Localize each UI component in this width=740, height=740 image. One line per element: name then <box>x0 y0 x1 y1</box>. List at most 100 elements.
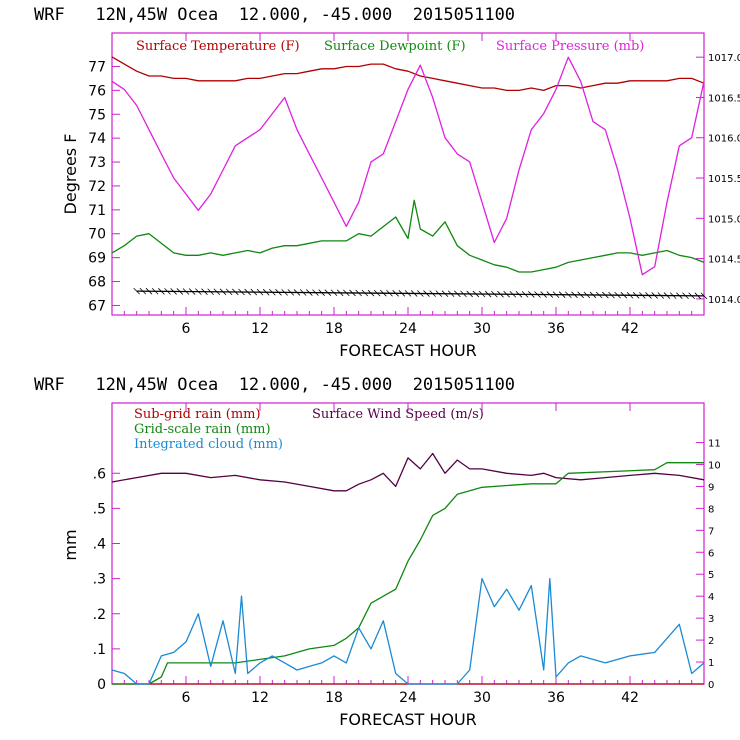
y2-tick-label: 1014.0 <box>708 295 740 306</box>
hatch-mark <box>373 289 381 297</box>
hatch-mark <box>694 292 702 300</box>
hatch-mark <box>435 290 443 297</box>
x-tick-label: 12 <box>251 690 269 706</box>
x-tick-label: 12 <box>251 321 269 337</box>
panel-2-series <box>111 452 705 685</box>
hatch-mark <box>201 288 208 295</box>
panel-1-title: WRF 12N,45W Ocea 12.000, -45.000 2015051… <box>34 5 515 25</box>
hatch-mark <box>275 289 282 296</box>
hatch-mark <box>478 290 486 298</box>
y2-tick-label: 9 <box>708 482 714 493</box>
hatch-mark <box>349 289 356 297</box>
hatch-mark <box>534 291 541 298</box>
y-tick-label: .6 <box>93 466 106 482</box>
hatch-mark <box>614 291 621 299</box>
hatch-mark <box>472 290 480 298</box>
hatch-mark <box>620 291 628 299</box>
y-tick-label: 77 <box>88 59 106 75</box>
y2-tick-label: 1015.5 <box>708 174 740 185</box>
hatch-mark <box>213 288 221 296</box>
y-tick-label: 76 <box>88 83 106 99</box>
y-tick-label: .2 <box>93 607 106 623</box>
hatch-mark <box>595 291 603 299</box>
panel-2-y-axis-left: 0 .1 .2 .3 .4 .5 .6 <box>93 466 120 693</box>
panel-1-legend-temperature: Surface Temperature (F) <box>136 39 300 54</box>
series-line-surface-dewpoint-f <box>111 199 705 273</box>
hatch-mark <box>651 292 658 299</box>
hatch-mark <box>170 288 177 295</box>
y-tick-label: 67 <box>88 298 106 314</box>
y2-tick-label: 1017.0 <box>708 53 740 64</box>
hatch-mark <box>269 288 276 296</box>
hatch-mark <box>398 290 406 297</box>
hatch-mark <box>454 290 461 298</box>
panel-1-x-axis-label: FORECAST HOUR <box>339 341 477 360</box>
y-tick-label: 72 <box>88 179 106 195</box>
panel-1-y-axis-right: 1014.0 1014.5 1015.0 1015.5 1016.0 1016.5 1017… <box>696 53 740 306</box>
hatch-mark <box>158 288 165 295</box>
panel-1-legend-dewpoint: Surface Dewpoint (F) <box>324 39 466 54</box>
panel-1: WRF 12N,45W Ocea 12.000, -45.000 2015051… <box>34 5 740 360</box>
y2-tick-label: 0 <box>708 680 714 691</box>
hatch-mark <box>546 291 554 298</box>
hatch-mark <box>509 290 517 298</box>
x-tick-label: 24 <box>399 321 417 337</box>
hatch-mark <box>441 290 449 297</box>
hatch-mark <box>336 289 344 297</box>
hatch-mark <box>256 288 264 296</box>
x-tick-label: 42 <box>621 690 639 706</box>
hatch-mark <box>287 289 295 296</box>
x-tick-label: 18 <box>325 690 343 706</box>
hatch-mark <box>182 288 190 295</box>
hatch-mark <box>626 291 634 299</box>
panel-2-y-axis-label: mm <box>61 529 80 560</box>
hatch-mark <box>521 291 529 298</box>
hatch-mark <box>176 288 184 295</box>
x-tick-label: 24 <box>399 690 417 706</box>
hatch-mark <box>583 291 591 299</box>
y-tick-label: 70 <box>88 227 106 243</box>
y2-tick-label: 1016.5 <box>708 93 740 104</box>
x-tick-label: 36 <box>547 690 565 706</box>
panel-2-legend-wind-speed: Surface Wind Speed (m/s) <box>312 407 484 422</box>
hatch-mark <box>682 292 689 300</box>
hatch-mark <box>139 287 147 295</box>
y2-tick-label: 11 <box>708 439 721 450</box>
hatch-mark <box>577 291 584 299</box>
hatch-mark <box>262 288 270 296</box>
hatch-mark <box>151 287 159 295</box>
hatch-mark <box>343 289 350 297</box>
hatch-mark <box>460 290 467 298</box>
hatch-mark <box>688 292 695 300</box>
hatch-mark <box>447 290 455 298</box>
hatch-mark <box>299 289 307 296</box>
hatch-mark <box>503 290 510 298</box>
hatch-mark <box>700 292 708 300</box>
y2-tick-label: 4 <box>708 592 714 603</box>
y-tick-label: 0 <box>97 677 106 693</box>
hatch-mark <box>669 292 677 299</box>
hatch-mark <box>565 291 572 299</box>
series-line-grid-scale-rain-mm <box>112 462 704 685</box>
panel-2-y-axis-right: 0 1 2 3 4 5 6 7 8 9 10 11 <box>696 439 721 691</box>
hatch-mark <box>417 290 424 297</box>
panel-2-title: WRF 12N,45W Ocea 12.000, -45.000 2015051… <box>34 375 515 395</box>
y2-tick-label: 1014.5 <box>708 255 740 266</box>
series-line-integrated-cloud-mm <box>111 577 705 685</box>
y2-tick-label: 3 <box>708 614 714 625</box>
hatch-mark <box>608 291 615 299</box>
series-line-surface-wind-speed-m-s <box>111 452 705 492</box>
hatch-mark <box>207 288 214 296</box>
y-tick-label: .5 <box>93 501 106 517</box>
hatch-mark <box>571 291 578 299</box>
hatch-mark <box>497 290 504 298</box>
y2-tick-label: 6 <box>708 548 714 559</box>
hatch-mark <box>188 288 196 295</box>
hatch-mark <box>386 289 393 297</box>
x-tick-label: 6 <box>182 321 191 337</box>
panel-2: WRF 12N,45W Ocea 12.000, -45.000 2015051… <box>34 375 721 729</box>
y-tick-label: 69 <box>88 251 106 267</box>
hatch-mark <box>318 289 325 296</box>
